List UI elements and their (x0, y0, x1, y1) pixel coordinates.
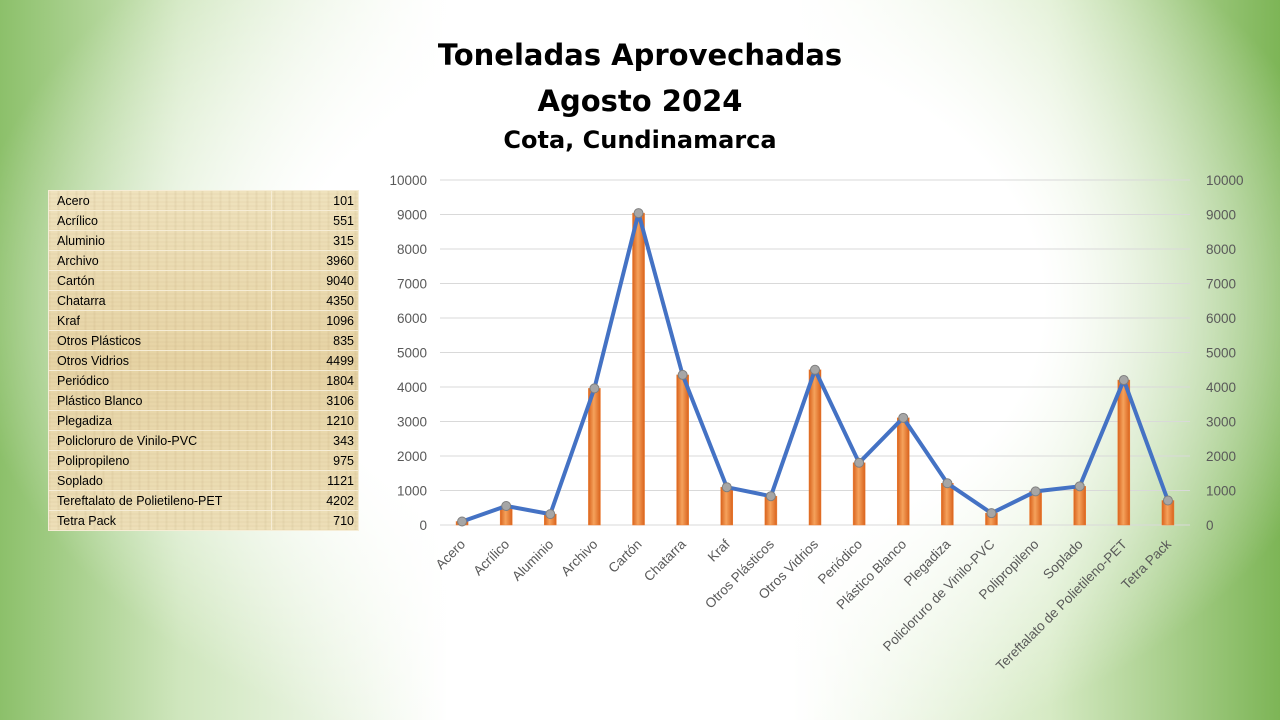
table-cell-name: Plegadiza (48, 410, 272, 431)
table-row: Policloruro de Vinilo-PVC 343 (48, 430, 359, 451)
line-point (1030, 486, 1041, 497)
line-point (1074, 481, 1085, 492)
y-tick-label-left: 3000 (397, 415, 427, 430)
x-tick-label: Kraf (705, 536, 733, 564)
chart-title: Toneladas Aprovechadas Agosto 2024 (340, 32, 940, 124)
x-tick-label: Acrílico (470, 537, 512, 579)
y-tick-label-right: 2000 (1206, 449, 1236, 464)
line-point (589, 383, 600, 394)
table-cell-value: 315 (271, 230, 359, 251)
bar (676, 374, 689, 526)
line-point (1162, 495, 1173, 506)
line-point (810, 364, 820, 375)
x-tick-label: Acero (433, 537, 469, 573)
bar (1073, 486, 1086, 526)
line-point (1118, 375, 1129, 386)
y-tick-label-left: 10000 (389, 173, 427, 188)
table-cell-value: 3960 (271, 250, 359, 271)
y-tick-label-right: 9000 (1206, 208, 1236, 223)
y-tick-label-left: 5000 (397, 346, 427, 361)
x-tick-label: Aluminio (509, 537, 556, 584)
table-cell-name: Tetra Pack (48, 510, 272, 531)
x-tick-label: Cartón (605, 537, 644, 576)
table-cell-name: Cartón (48, 270, 272, 291)
y-tick-label-right: 4000 (1206, 380, 1236, 395)
x-tick-label: Chatarra (641, 536, 689, 584)
bar (852, 462, 866, 526)
line-point (854, 457, 865, 468)
y-tick-label-left: 2000 (397, 449, 427, 464)
table-cell-value: 1121 (271, 470, 359, 491)
y-tick-label-right: 6000 (1206, 311, 1236, 326)
y-tick-label-right: 0 (1206, 518, 1214, 533)
table-row: Plástico Blanco 3106 (48, 390, 359, 411)
table-cell-value: 1096 (271, 310, 359, 331)
y-tick-label-left: 7000 (397, 277, 427, 292)
x-tick-label: Archivo (558, 537, 600, 579)
line-point (501, 500, 512, 511)
line-point (633, 208, 644, 219)
y-tick-label-left: 0 (419, 518, 427, 533)
bar (588, 388, 601, 526)
title-line-1: Toneladas Aprovechadas (437, 38, 843, 72)
line-point (942, 478, 953, 489)
table-row: Otros Plásticos 835 (48, 330, 359, 351)
y-tick-label-left: 4000 (397, 380, 427, 395)
y-tick-label-right: 3000 (1206, 415, 1236, 430)
y-tick-label-right: 10000 (1206, 173, 1244, 188)
title-line-2: Agosto 2024 (537, 84, 743, 118)
table-row: Plegadiza 1210 (48, 410, 359, 431)
bar (808, 369, 822, 526)
table-row: Periódico 1804 (48, 370, 359, 391)
line-point (898, 412, 909, 423)
bar (632, 212, 645, 526)
line-point (545, 509, 556, 520)
data-table: Acero 101 Acrílico 551 Aluminio 315 Archivo 396… (48, 190, 359, 531)
table-row: Aluminio 315 (48, 230, 359, 251)
line-point (721, 482, 732, 493)
table-row: Tetra Pack 710 (48, 510, 359, 531)
table-row: Polipropileno 975 (48, 450, 359, 471)
y-tick-label-right: 1000 (1206, 484, 1236, 499)
bar (1029, 491, 1042, 526)
line-point (457, 516, 468, 527)
y-tick-label-left: 1000 (397, 484, 427, 499)
y-tick-label-right: 8000 (1206, 242, 1236, 257)
table-cell-value: 975 (271, 450, 359, 471)
y-tick-label-left: 6000 (397, 311, 427, 326)
bar (720, 486, 734, 526)
table-cell-value: 9040 (271, 270, 359, 291)
bar (896, 417, 910, 526)
y-tick-label-right: 5000 (1206, 346, 1236, 361)
table-row: Acrílico 551 (48, 210, 359, 231)
line-point (765, 491, 776, 502)
line-point (677, 369, 688, 380)
table-row: Cartón 9040 (48, 270, 359, 291)
chart-subtitle: Cota, Cundinamarca (503, 126, 777, 154)
table-cell-value: 710 (271, 510, 359, 531)
table-cell-name: Periódico (48, 370, 272, 391)
bar (941, 483, 954, 526)
line-point (986, 508, 997, 519)
bar (1117, 379, 1131, 526)
y-tick-label-left: 8000 (397, 242, 427, 257)
y-tick-label-right: 7000 (1206, 277, 1236, 292)
y-tick-label-left: 9000 (397, 208, 427, 223)
x-tick-label: Soplado (1040, 537, 1086, 583)
